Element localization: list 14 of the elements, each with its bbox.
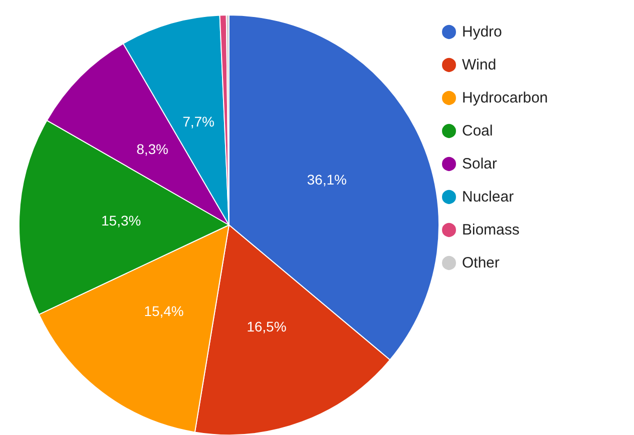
- legend-label: Hydrocarbon: [462, 90, 548, 106]
- legend-label: Wind: [462, 56, 496, 74]
- legend-label: Solar: [462, 156, 498, 172]
- legend-label: Hydro: [462, 24, 502, 40]
- legend-label: Other: [462, 254, 500, 272]
- data-label: 15,3%: [101, 212, 141, 229]
- data-label: 15,4%: [144, 303, 184, 320]
- legend-label: Coal: [462, 122, 493, 140]
- data-label: 8,3%: [136, 140, 168, 157]
- data-label: 36,1%: [307, 171, 347, 188]
- legend-label: Biomass: [462, 222, 520, 238]
- legend-label: Nuclear: [462, 188, 514, 206]
- data-label: 16,5%: [246, 318, 286, 334]
- data-label: 7,7%: [182, 113, 215, 130]
